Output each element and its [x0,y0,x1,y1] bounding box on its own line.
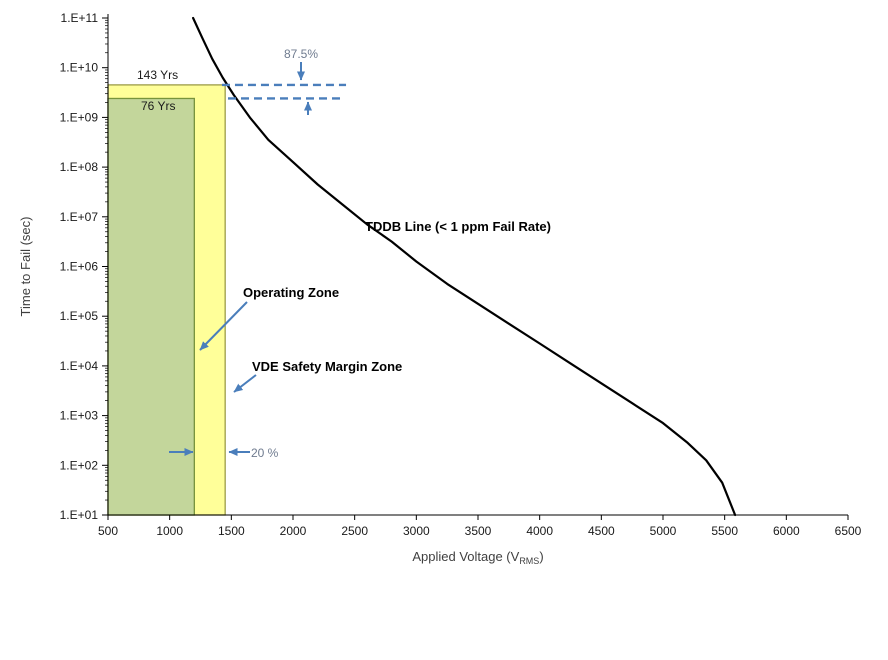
x-tick-label: 4500 [588,524,615,538]
x-tick-label: 5500 [711,524,738,538]
operating-zone-rect [107,97,195,516]
y-tick-label: 1.E+08 [60,160,99,174]
operating-years-label: 76 Yrs [141,99,175,113]
x-axis-title: Applied Voltage (VRMS) [412,549,543,566]
vde-zone-arrow [233,374,257,393]
x-tick-label: 3500 [465,524,492,538]
y-tick-label: 1.E+02 [60,458,99,472]
operating-zone-arrow [199,301,248,351]
y-tick-label: 1.E+01 [60,508,99,522]
x-tick-label: 2000 [280,524,307,538]
derating-label: 87.5% [284,47,318,61]
x-tick-label: 1500 [218,524,245,538]
x-tick-label: 6000 [773,524,800,538]
x-tick-label: 5000 [650,524,677,538]
x-tick-label: 4000 [526,524,553,538]
x-tick-label: 500 [98,524,118,538]
vde-zone-label: VDE Safety Margin Zone [252,359,402,374]
x-tick-label: 6500 [835,524,862,538]
x-tick-label: 1000 [156,524,183,538]
y-tick-label: 1.E+04 [60,359,99,373]
y-tick-label: 1.E+09 [60,110,99,124]
tddb-curve [192,16,737,517]
x-tick-label: 2500 [341,524,368,538]
y-axis-title: Time to Fail (sec) [18,217,33,317]
y-tick-label: 1.E+11 [61,11,99,25]
operating-zone-label: Operating Zone [243,285,339,300]
y-tick-label: 1.E+06 [60,260,99,274]
y-tick-label: 1.E+03 [60,409,99,423]
tddb-line-label: TDDB Line (< 1 ppm Fail Rate) [365,219,551,234]
y-tick-label: 1.E+05 [60,309,99,323]
margin-width-label: 20 % [251,446,279,460]
y-tick-label: 1.E+07 [60,210,99,224]
x-tick-label: 3000 [403,524,430,538]
y-tick-label: 1.E+10 [60,61,99,75]
vde-years-label: 143 Yrs [137,68,178,82]
